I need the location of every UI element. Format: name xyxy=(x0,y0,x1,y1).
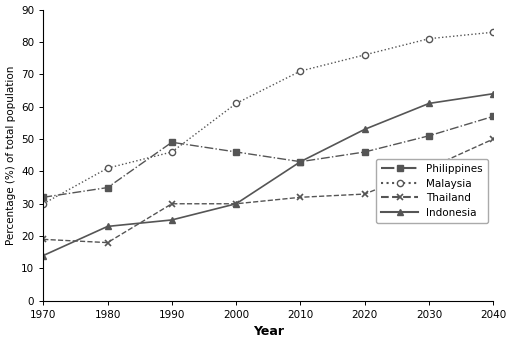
Y-axis label: Percentage (%) of total population: Percentage (%) of total population xyxy=(6,65,15,245)
X-axis label: Year: Year xyxy=(253,325,284,338)
Legend: Philippines, Malaysia, Thailand, Indonesia: Philippines, Malaysia, Thailand, Indones… xyxy=(376,159,488,223)
